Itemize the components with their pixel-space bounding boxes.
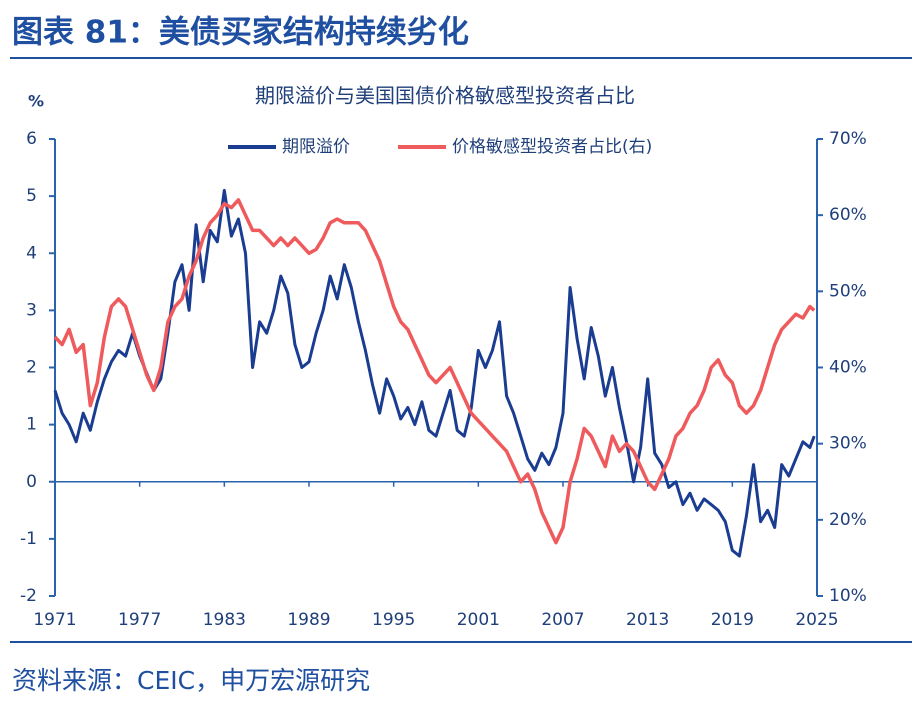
y2-tick-label: 70% <box>829 129 867 149</box>
y-tick-label: 3 <box>26 300 37 320</box>
legend-label: 价格敏感型投资者占比(右) <box>452 137 652 157</box>
chart-title: 期限溢价与美国国债价格敏感型投资者占比 <box>255 84 635 108</box>
series-line <box>53 198 816 545</box>
y2-tick-label: 10% <box>829 586 867 606</box>
x-tick-label: 2001 <box>457 610 500 630</box>
x-tick-label: 2013 <box>626 610 669 630</box>
y-axis-label: % <box>28 92 44 111</box>
y-tick-label: 6 <box>26 129 37 149</box>
x-tick-label: 2019 <box>711 610 754 630</box>
y-tick-label: 5 <box>26 186 37 206</box>
y-tick-label: 2 <box>26 358 37 378</box>
y-tick-label: 0 <box>26 472 37 492</box>
y-tick-label: -2 <box>20 586 37 606</box>
y-tick-label: -1 <box>20 529 37 549</box>
x-tick-label: 1971 <box>33 610 76 630</box>
y2-tick-label: 40% <box>829 358 867 378</box>
series-line <box>53 188 816 558</box>
x-tick-label: 1983 <box>203 610 246 630</box>
source: 资料来源：CEIC，申万宏源研究 <box>12 666 370 695</box>
y2-tick-label: 20% <box>829 510 867 530</box>
y-tick-label: 1 <box>26 415 37 435</box>
legend-label: 期限溢价 <box>282 137 350 157</box>
x-tick-label: 2025 <box>795 610 838 630</box>
x-tick-label: 1995 <box>372 610 415 630</box>
y2-tick-label: 60% <box>829 205 867 225</box>
x-tick-label: 2007 <box>541 610 584 630</box>
y2-tick-label: 30% <box>829 434 867 454</box>
x-tick-label: 1989 <box>287 610 330 630</box>
header-title: 图表 81：美债买家结构持续劣化 <box>12 15 469 51</box>
y2-tick-label: 50% <box>829 281 867 301</box>
x-tick-label: 1977 <box>118 610 161 630</box>
y-tick-label: 4 <box>26 243 37 263</box>
